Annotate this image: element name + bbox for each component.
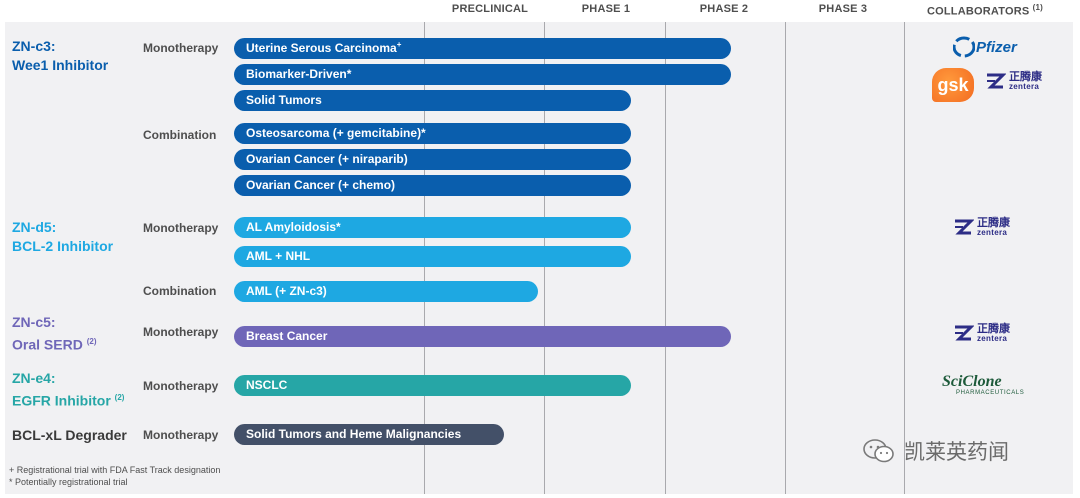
indication-label: Breast Cancer	[246, 329, 328, 343]
zentera-latin-name: zentera	[1009, 81, 1040, 91]
indication-bar[interactable]: Solid Tumors and Heme Malignancies	[234, 424, 504, 445]
indication-label: Biomarker-Driven*	[246, 67, 352, 81]
indication-bar[interactable]: AML (+ ZN-c3)	[234, 281, 538, 302]
indication-bar[interactable]: NSCLC	[234, 375, 631, 396]
program-target: EGFR Inhibitor (2)	[12, 392, 125, 409]
zentera-text: 正腾康 zentera	[977, 216, 1010, 237]
program-code: ZN-c3:	[12, 38, 56, 54]
zentera-chinese-name: 正腾康	[1009, 70, 1042, 83]
program-note: (2)	[114, 393, 125, 402]
program-target: Wee1 Inhibitor	[12, 57, 109, 73]
stage-header: PHASE 1	[581, 3, 631, 15]
therapy-type-label: Monotherapy	[143, 325, 219, 339]
indication-bar[interactable]: AL Amyloidosis*	[234, 217, 631, 238]
indication-label: Solid Tumors	[246, 93, 322, 107]
zentera-icon	[955, 325, 974, 341]
indication-label: AML + NHL	[246, 249, 311, 263]
indication-mark: +	[396, 40, 402, 49]
indication-label: Ovarian Cancer (+ chemo)	[246, 178, 396, 192]
indication-label: NSCLC	[246, 378, 288, 392]
therapy-type-label: Monotherapy	[143, 41, 219, 55]
therapy-type-label: Monotherapy	[143, 379, 219, 393]
zentera-logo: 正腾康 zentera	[984, 70, 1042, 92]
indication-label: Osteosarcoma (+ gemcitabine)*	[246, 126, 426, 140]
sciclone-subtitle: PHARMACEUTICALS	[956, 390, 1025, 396]
therapy-type-label: Monotherapy	[143, 221, 219, 235]
therapy-type-label: Combination	[143, 284, 217, 298]
indication-bar[interactable]: Breast Cancer	[234, 326, 731, 347]
program-code: BCL-xL Degrader	[12, 427, 127, 443]
indication-bar[interactable]: Uterine Serous Carcinoma+	[234, 38, 731, 59]
watermark-text: 凯莱英药闻	[904, 440, 1009, 464]
zentera-chinese-name: 正腾康	[977, 216, 1010, 229]
indication-bar[interactable]: Biomarker-Driven*	[234, 64, 731, 85]
stage-gridline	[904, 22, 905, 494]
indication-bar[interactable]: Solid Tumors	[234, 90, 631, 111]
program-name: ZN-c5: Oral SERD (2)	[12, 313, 96, 355]
indication-bar[interactable]: AML + NHL	[234, 246, 631, 267]
pfizer-wordmark: Pfizer	[976, 38, 1017, 56]
indication-label: AML (+ ZN-c3)	[246, 284, 327, 298]
indication-bar[interactable]: Ovarian Cancer (+ niraparib)	[234, 149, 631, 170]
zentera-latin-name: zentera	[977, 333, 1008, 343]
pfizer-icon	[953, 36, 975, 58]
zentera-text: 正腾康 zentera	[1009, 70, 1042, 91]
program-code: ZN-c5:	[12, 314, 56, 330]
wechat-watermark: 凯莱英药闻	[862, 436, 1009, 466]
zentera-icon	[955, 219, 974, 235]
sciclone-logo: SciClone PHARMACEUTICALS	[942, 373, 1025, 397]
zentera-logo: 正腾康 zentera	[952, 216, 1010, 238]
program-name: ZN-d5: BCL-2 Inhibitor	[12, 218, 113, 256]
indication-label: Ovarian Cancer (+ niraparib)	[246, 152, 408, 166]
sciclone-wordmark: SciClone	[942, 373, 1002, 390]
collaborators-header: COLLABORATORS (1)	[926, 3, 1044, 18]
stage-header: PRECLINICAL	[451, 3, 529, 15]
pfizer-logo: Pfizer	[953, 36, 1017, 58]
wechat-icon	[863, 439, 894, 463]
program-note: (2)	[86, 337, 97, 346]
stage-header: PHASE 3	[818, 3, 868, 15]
stage-gridline	[665, 22, 666, 494]
therapy-type-label: Combination	[143, 128, 217, 142]
zentera-logo: 正腾康 zentera	[952, 322, 1010, 344]
program-target: Oral SERD (2)	[12, 336, 97, 353]
zentera-chinese-name: 正腾康	[977, 322, 1010, 335]
collaborators-note: (1)	[1032, 3, 1044, 12]
zentera-icon	[987, 73, 1006, 89]
zentera-latin-name: zentera	[977, 227, 1008, 237]
zentera-text: 正腾康 zentera	[977, 322, 1010, 343]
indication-label: Solid Tumors and Heme Malignancies	[246, 427, 462, 441]
footnote: + Registrational trial with FDA Fast Tra…	[9, 465, 221, 475]
gsk-logo: gsk	[932, 68, 974, 102]
program-name: BCL-xL Degrader	[12, 426, 127, 445]
stage-header: PHASE 2	[699, 3, 749, 15]
stage-gridline	[785, 22, 786, 494]
program-code: ZN-d5:	[12, 219, 57, 235]
program-target: BCL-2 Inhibitor	[12, 238, 114, 254]
program-name: ZN-c3: Wee1 Inhibitor	[12, 37, 108, 75]
gsk-wordmark: gsk	[937, 74, 969, 95]
footnote: * Potentially registrational trial	[9, 477, 128, 487]
therapy-type-label: Monotherapy	[143, 428, 219, 442]
program-name: ZN-e4: EGFR Inhibitor (2)	[12, 369, 124, 411]
indication-bar[interactable]: Ovarian Cancer (+ chemo)	[234, 175, 631, 196]
indication-bar[interactable]: Osteosarcoma (+ gemcitabine)*	[234, 123, 631, 144]
program-code: ZN-e4:	[12, 370, 56, 386]
indication-label: Uterine Serous Carcinoma	[246, 41, 397, 55]
indication-label: AL Amyloidosis*	[246, 220, 341, 234]
